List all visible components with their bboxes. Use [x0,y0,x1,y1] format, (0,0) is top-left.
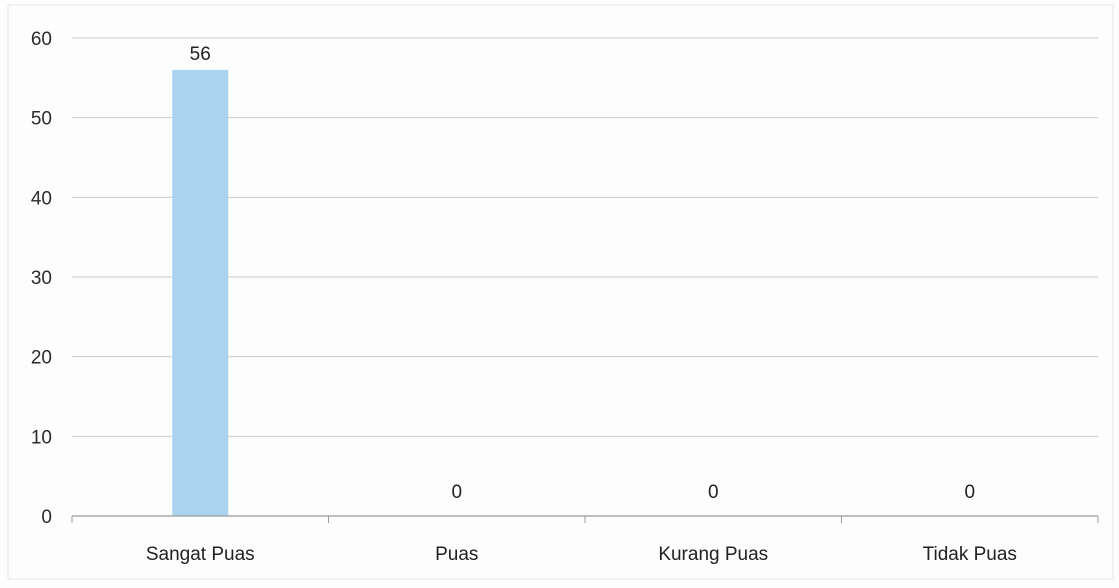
category-label: Kurang Puas [658,544,768,565]
data-label: 0 [451,482,462,503]
y-tick-label: 40 [31,188,52,209]
y-tick-label: 0 [41,507,52,528]
bars [172,69,229,516]
y-tick-label: 10 [31,427,52,448]
chart-border [7,4,1114,580]
axes [71,515,1099,523]
y-tick-label: 50 [31,109,52,130]
data-label: 0 [964,482,975,503]
category-label: Tidak Puas [923,544,1017,565]
bar [172,69,229,516]
y-tick-label: 60 [31,29,52,50]
data-label: 56 [190,44,211,65]
category-label: Puas [435,544,478,565]
data-label: 0 [708,482,719,503]
gridlines [72,37,1098,437]
y-tick-label: 20 [31,348,52,369]
labels: 0 10 20 30 40 50 60 56 Sangat Puas 0 Puas 0 Kurang P… [31,29,1017,565]
y-tick-label: 30 [31,268,52,289]
category-label: Sangat Puas [146,544,255,565]
